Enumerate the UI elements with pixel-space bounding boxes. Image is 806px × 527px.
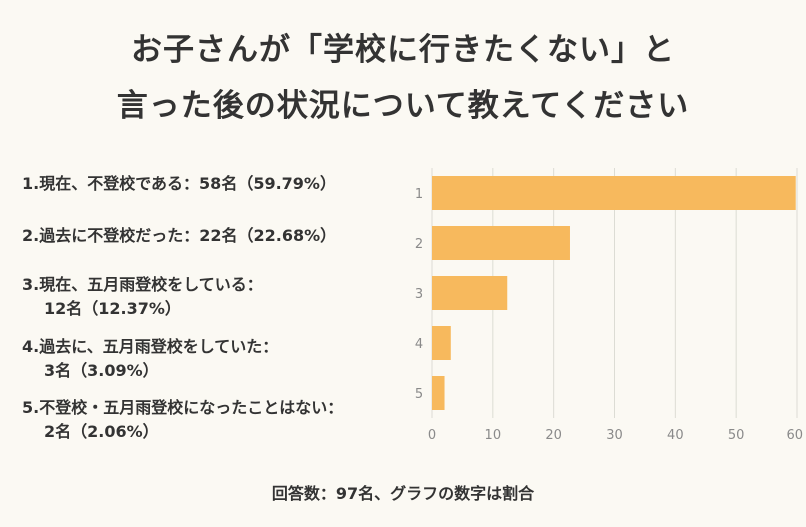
- legend-item-5-line-2: 2名（2.06%）: [44, 422, 159, 441]
- x-tick-label-0: 0: [428, 428, 436, 443]
- legend-item-5: 5.不登校・五月雨登校になったことはない： 2名（2.06%）: [22, 396, 343, 444]
- category-label-1: 1: [415, 187, 423, 202]
- legend-item-2: 2.過去に不登校だった：22名（22.68%）: [22, 224, 336, 248]
- title-line-1: お子さんが「学校に行きたくない」と: [131, 32, 675, 68]
- x-tick-label-2: 20: [545, 428, 562, 443]
- legend-item-3-line-1: 3.現在、五月雨登校をしている：: [22, 275, 263, 294]
- legend-item-4-line-1: 4.過去に、五月雨登校をしていた：: [22, 337, 279, 356]
- x-tick-label-6: 60: [786, 428, 803, 443]
- legend-item-5-line-1: 5.不登校・五月雨登校になったことはない：: [22, 398, 344, 417]
- x-tick-label-3: 30: [606, 428, 623, 443]
- legend-item-2-line-1: 2.過去に不登校だった：22名（22.68%）: [22, 226, 337, 245]
- bar-1: [432, 176, 796, 210]
- legend-item-3: 3.現在、五月雨登校をしている： 12名（12.37%）: [22, 273, 263, 321]
- category-label-4: 4: [415, 337, 423, 352]
- bar-3: [432, 276, 508, 310]
- category-label-2: 2: [415, 237, 423, 252]
- x-tick-label-1: 10: [485, 428, 502, 443]
- legend-item-4-line-2: 3名（3.09%）: [44, 361, 159, 380]
- category-label-3: 3: [415, 287, 423, 302]
- legend-item-1: 1.現在、不登校である：58名（59.79%）: [22, 172, 336, 196]
- chart-title: お子さんが「学校に行きたくない」と 言った後の状況について教えてください: [0, 22, 806, 134]
- footer-note: 回答数：97名、グラフの数字は割合: [271, 484, 535, 503]
- x-tick-label-5: 50: [728, 428, 745, 443]
- category-label-5: 5: [415, 387, 423, 402]
- title-line-2: 言った後の状況について教えてください: [116, 88, 690, 124]
- legend-item-1-line-1: 1.現在、不登校である：58名（59.79%）: [22, 174, 336, 193]
- x-tick-label-4: 40: [667, 428, 684, 443]
- legend-item-3-line-2: 12名（12.37%）: [44, 299, 181, 318]
- bar-2: [432, 226, 570, 260]
- bar-5: [432, 376, 445, 410]
- legend-item-4: 4.過去に、五月雨登校をしていた： 3名（3.09%）: [22, 335, 278, 383]
- bar-4: [432, 326, 451, 360]
